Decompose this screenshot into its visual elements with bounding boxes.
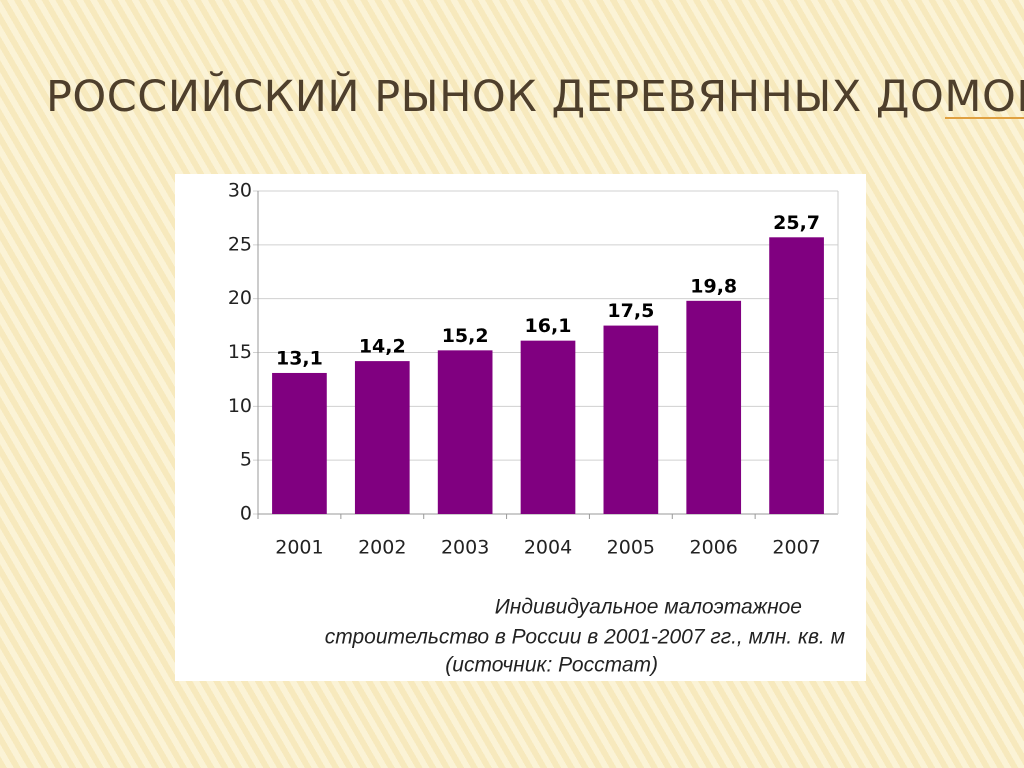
title-rule — [945, 117, 1024, 119]
value-label: 25,7 — [773, 212, 820, 234]
slide-title: РОССИЙСКИЙ РЫНОК ДЕРЕВЯННЫХ ДОМОВ — [46, 72, 1024, 122]
value-label: 17,5 — [607, 300, 654, 322]
value-label: 13,1 — [276, 347, 323, 369]
y-tick-label: 30 — [228, 180, 252, 202]
bar — [437, 350, 493, 514]
x-tick-label: 2001 — [275, 537, 323, 559]
bar — [272, 372, 327, 514]
chart-caption: Индивидуальное малоэтажное — [495, 596, 802, 619]
chart-caption: (источник: Росстат) — [445, 654, 658, 677]
x-tick-label: 2004 — [524, 537, 572, 559]
chart-caption: строительство в России в 2001-2007 гг., … — [325, 626, 845, 649]
bar — [520, 340, 576, 514]
bar — [603, 325, 659, 514]
x-tick-label: 2005 — [607, 537, 655, 559]
value-label: 15,2 — [442, 325, 489, 347]
x-tick-label: 2002 — [358, 537, 406, 559]
chart: 0 5 10 15 20 25 30 2001 13,1 2002 14,2 2003 15,2 2004… — [175, 174, 866, 681]
value-label: 19,8 — [690, 275, 737, 297]
value-label: 14,2 — [359, 336, 406, 358]
bar — [686, 300, 742, 514]
y-tick-label: 0 — [240, 503, 252, 525]
x-tick-label: 2006 — [690, 537, 738, 559]
y-tick-label: 5 — [240, 449, 252, 471]
y-tick-label: 15 — [228, 341, 252, 363]
value-label: 16,1 — [525, 315, 572, 337]
x-tick-label: 2003 — [441, 537, 489, 559]
y-tick-label: 10 — [228, 395, 252, 417]
bar — [354, 361, 410, 514]
x-tick-label: 2007 — [772, 537, 820, 559]
bar — [769, 237, 824, 514]
y-tick-label: 25 — [228, 233, 252, 255]
y-tick-label: 20 — [228, 287, 252, 309]
